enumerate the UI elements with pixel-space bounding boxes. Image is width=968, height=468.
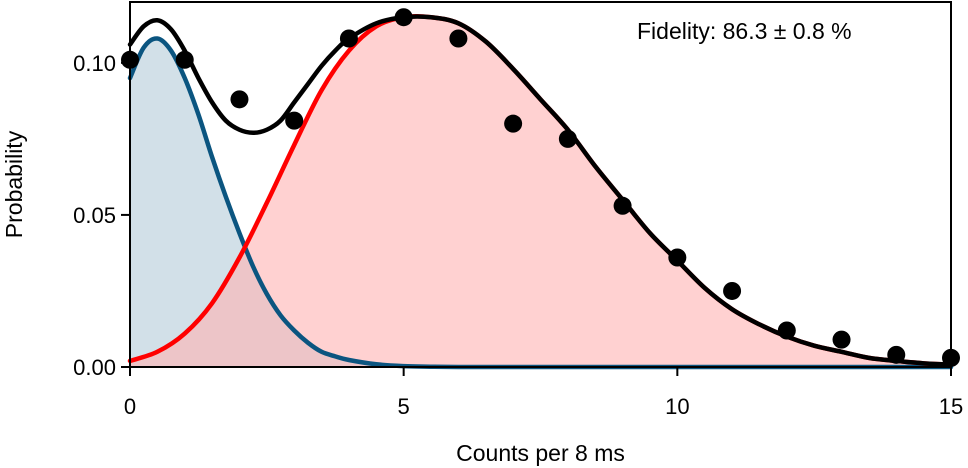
y-axis-label: Probability	[1, 130, 27, 238]
data-point	[394, 8, 413, 27]
data-point	[449, 29, 468, 48]
x-tick-label: 5	[398, 394, 410, 419]
y-tick-label: 0.05	[73, 203, 116, 228]
data-point	[887, 345, 906, 364]
data-point	[558, 129, 577, 148]
data-point	[832, 330, 851, 349]
data-points	[121, 8, 960, 367]
data-point	[230, 90, 249, 109]
x-tick-label: 0	[124, 394, 136, 419]
plot-frame	[129, 1, 952, 368]
data-point	[613, 196, 632, 215]
data-point	[504, 114, 523, 133]
data-point	[668, 248, 687, 267]
x-axis-label: Counts per 8 ms	[456, 440, 625, 466]
data-point	[777, 321, 796, 340]
data-point	[723, 281, 742, 300]
fidelity-annotation: Fidelity: 86.3 ± 0.8 %	[637, 18, 852, 44]
y-axis-ticks: 0.00 0.05 0.10	[73, 51, 130, 380]
x-tick-label: 15	[939, 394, 963, 419]
data-point	[175, 50, 194, 69]
y-tick-label: 0.00	[73, 355, 116, 380]
bright-state-fit-area	[130, 16, 951, 367]
y-tick-label: 0.10	[73, 51, 116, 76]
series-fills	[130, 16, 951, 368]
x-tick-label: 10	[665, 394, 689, 419]
data-point	[339, 29, 358, 48]
x-axis-ticks: 0 5 10 15	[124, 367, 963, 419]
data-point	[285, 111, 304, 130]
